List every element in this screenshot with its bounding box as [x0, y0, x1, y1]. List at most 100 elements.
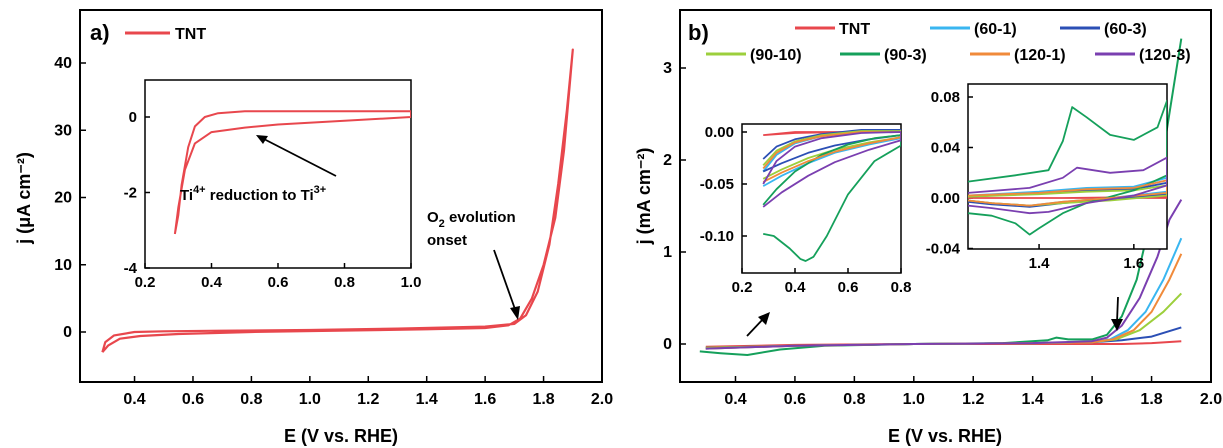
series-line-120-3	[968, 156, 1167, 215]
x-tick-label: 0.8	[891, 279, 912, 296]
panel-b-inset-right-series	[968, 99, 1167, 236]
panel-a-tag: a)	[90, 20, 110, 45]
y-tick-label: 2	[663, 152, 672, 169]
series-line-90-10	[762, 130, 901, 180]
legend-a-label-tnt: TNT	[175, 26, 206, 43]
panel-b-inset-right-ticks: 1.4 1.6 0.08 0.04 0.00 -0.04	[926, 89, 1144, 272]
legend-label-TNT: TNT	[839, 21, 870, 38]
panel-a-y-title: j (μA cm⁻²)	[14, 152, 34, 245]
y-tick-label: 0.08	[931, 89, 960, 106]
panel-a-x-ticks: 0.4 0.6 0.8 1.0 1.2 1.4 1.6 1.8 2.0	[123, 376, 613, 408]
x-tick-label: 1.6	[1123, 255, 1144, 272]
y-tick-label: 1	[663, 244, 672, 261]
x-tick-label: 0.8	[843, 391, 865, 408]
x-tick-label: 1.2	[357, 391, 379, 408]
y-tick-label: 0	[129, 109, 137, 126]
panel-a-inset-ticks: 0.2 0.4 0.6 0.8 1.0 0 -2 -4	[124, 109, 422, 291]
x-tick-label: 1.6	[474, 391, 496, 408]
x-tick-label: 1.4	[416, 391, 438, 408]
y-tick-label: 20	[54, 190, 72, 207]
panel-a-series	[101, 48, 574, 353]
x-tick-label: 0.6	[838, 279, 859, 296]
x-tick-label: 1.4	[1022, 391, 1044, 408]
x-tick-label: 0.2	[135, 274, 156, 291]
panel-a-x-title: E (V vs. RHE)	[284, 426, 398, 446]
panel-b-inset-left-ticks: 0.2 0.4 0.6 0.8 0.00 -0.05 -0.10	[700, 124, 912, 296]
x-tick-label: 0.8	[334, 274, 355, 291]
x-tick-label: 1.6	[1081, 391, 1103, 408]
legend-label-60-3: (60-3)	[1104, 21, 1147, 38]
panel-b-arrow-left	[746, 317, 765, 337]
inset-a-arrowhead	[256, 135, 268, 144]
legend-label-120-1: (120-1)	[1014, 47, 1066, 64]
panel-b-inset-left-frame	[741, 123, 902, 274]
panel-b-inset-right-frame	[967, 83, 1168, 250]
panel-a: 0.4 0.6 0.8 1.0 1.2 1.4 1.6 1.8 2.0 0 10 20 30 40 a)…	[14, 9, 613, 446]
y-tick-label: 40	[54, 55, 72, 72]
x-tick-label: 1.8	[532, 391, 554, 408]
y-tick-label: 0.00	[705, 124, 734, 141]
inset-a-annotation: Ti4+ reduction to Ti3+	[180, 184, 326, 204]
panel-a-y-ticks: 0 10 20 30 40	[54, 55, 86, 341]
legend-label-60-1: (60-1)	[974, 21, 1017, 38]
y-tick-label: -0.04	[926, 241, 961, 258]
panel-a-inset-series	[173, 110, 411, 235]
series-line-120-3	[762, 131, 901, 208]
panel-b-x-title: E (V vs. RHE)	[888, 426, 1002, 446]
y-tick-label: 0.04	[931, 140, 961, 157]
y-tick-label: -4	[124, 260, 138, 277]
x-tick-label: 1.8	[1140, 391, 1162, 408]
series-line-90-3	[699, 38, 1183, 356]
onset-arrowhead	[510, 306, 520, 320]
x-tick-label: 0.6	[784, 391, 806, 408]
series-line-TNT	[968, 195, 1167, 199]
panel-b-y-ticks: 0 1 2 3	[663, 60, 686, 353]
panel-b-frame	[679, 9, 1212, 383]
panel-b-x-ticks: 0.4 0.6 0.8 1.0 1.2 1.4 1.6 1.8 2.0	[724, 376, 1222, 408]
inset-a-arrow	[261, 137, 337, 177]
panel-b-arrow-right-head	[1111, 319, 1123, 331]
x-tick-label: 0.6	[182, 391, 204, 408]
series-line-90-3	[968, 99, 1167, 236]
panel-a-frame	[79, 9, 603, 383]
panel-b: 0.4 0.6 0.8 1.0 1.2 1.4 1.6 1.8 2.0 0 1 2 3 b) TNT (…	[634, 9, 1222, 446]
panel-b-legend: TNT (60-1) (60-3) (90-10) (90-3) (120-1) (120-…	[706, 21, 1191, 64]
panel-b-y-title: j (mA cm⁻²)	[634, 148, 654, 246]
legend-label-90-3: (90-3)	[884, 47, 927, 64]
panel-b-tag: b)	[688, 20, 709, 45]
x-tick-label: 1.0	[401, 274, 422, 291]
y-tick-label: 0.00	[931, 190, 960, 207]
y-tick-label: -2	[124, 185, 137, 202]
x-tick-label: 0.4	[724, 391, 746, 408]
onset-arrow	[493, 249, 517, 313]
x-tick-label: 1.0	[299, 391, 321, 408]
x-tick-label: 1.0	[903, 391, 925, 408]
series-line-TNT	[763, 131, 901, 136]
x-tick-label: 0.4	[201, 274, 223, 291]
x-tick-label: 2.0	[1200, 391, 1222, 408]
legend-label-90-10: (90-10)	[750, 47, 802, 64]
series-line-TNT	[101, 48, 574, 353]
x-tick-label: 0.2	[732, 279, 753, 296]
y-tick-label: -0.05	[700, 176, 734, 193]
series-line-TNT	[173, 110, 411, 235]
y-tick-label: 30	[54, 122, 72, 139]
series-line-60-3	[762, 128, 901, 173]
x-tick-label: 2.0	[591, 391, 613, 408]
x-tick-label: 0.4	[785, 279, 807, 296]
x-tick-label: 1.4	[1029, 255, 1051, 272]
panel-b-inset-left-series	[762, 128, 901, 262]
y-tick-label: -0.10	[700, 228, 734, 245]
onset-annotation-line1: O2 evolution	[427, 209, 516, 230]
x-tick-label: 0.6	[268, 274, 289, 291]
series-line-120-1	[968, 179, 1167, 207]
y-tick-label: 10	[54, 257, 72, 274]
x-tick-label: 1.2	[962, 391, 984, 408]
panel-b-arrow-right	[1116, 296, 1119, 323]
x-tick-label: 0.8	[240, 391, 262, 408]
legend-label-120-3: (120-3)	[1139, 47, 1191, 64]
y-tick-label: 3	[663, 60, 672, 77]
panel-b-arrow-left-head	[758, 312, 770, 325]
y-tick-label: 0	[63, 324, 72, 341]
